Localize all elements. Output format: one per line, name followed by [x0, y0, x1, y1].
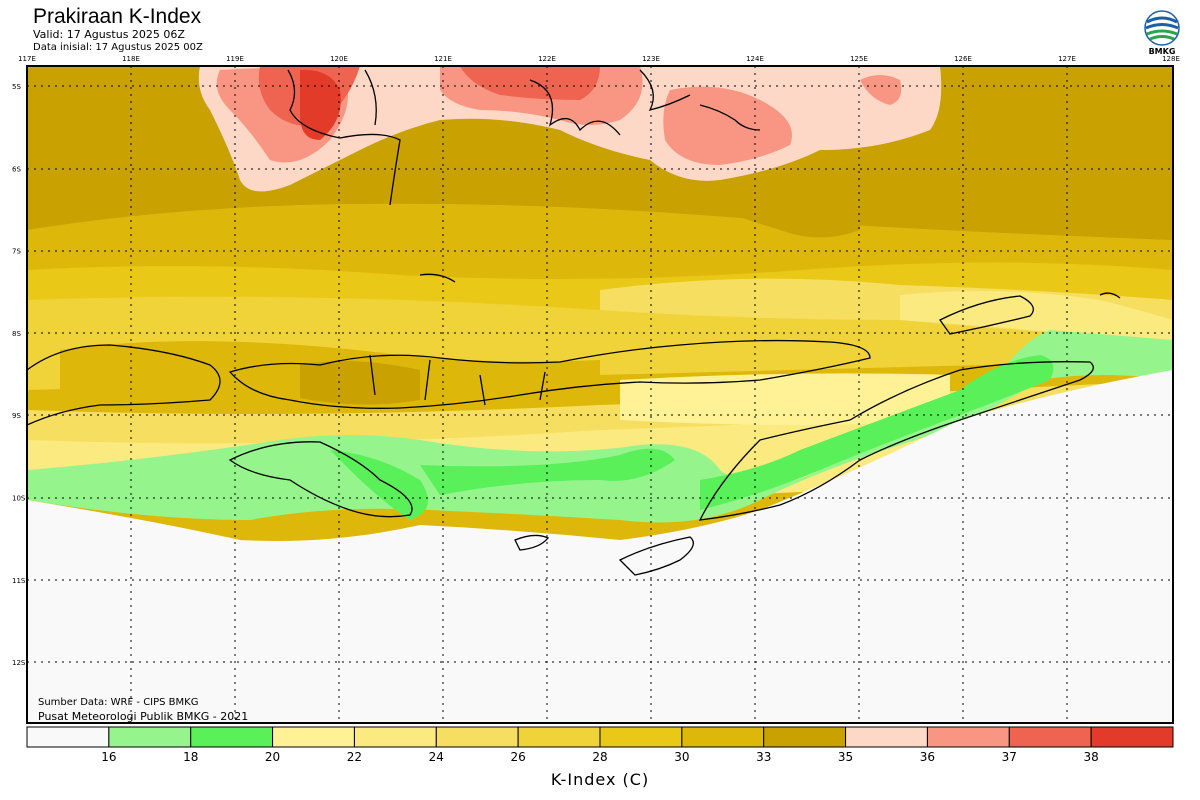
latitude-label: 7S [12, 248, 21, 256]
latitude-labels: 5S 6S 7S 8S 9S 10S 11S 12S [12, 83, 26, 667]
colorbar-swatch [26, 726, 110, 748]
latitude-label: 5S [12, 83, 21, 91]
coastlines [27, 69, 1121, 576]
colorbar-tick-label: 28 [592, 750, 607, 764]
longitude-label: 125E [850, 55, 868, 63]
latitude-label: 8S [12, 330, 21, 338]
colorbar-swatch [190, 726, 274, 748]
colorbar-tick-label: 30 [674, 750, 689, 764]
colorbar-tick-label: 38 [1084, 750, 1099, 764]
longitude-label: 123E [642, 55, 660, 63]
colorbar [26, 726, 1174, 748]
colorbar-swatch [435, 726, 519, 748]
colorbar-label: K-Index (C) [550, 770, 650, 789]
colorbar-swatch [272, 726, 355, 748]
latitude-label: 11S [12, 577, 26, 585]
colorbar-tick-label: 35 [838, 750, 853, 764]
longitude-label: 118E [122, 55, 140, 63]
latitude-label: 6S [12, 165, 21, 173]
bmkg-logo-text: BMKG [1148, 47, 1176, 56]
longitude-label: 128E [1162, 55, 1180, 63]
colorbar-swatch [1090, 726, 1174, 748]
longitude-label: 119E [226, 55, 244, 63]
colorbar-swatch [353, 726, 437, 748]
longitude-label: 124E [746, 55, 764, 63]
map-frame [26, 65, 1174, 724]
bmkg-logo: BMKG [1141, 8, 1183, 58]
longitude-label: 122E [538, 55, 556, 63]
longitude-label: 120E [330, 55, 348, 63]
initial-time: Data inisial: 17 Agustus 2025 00Z [33, 42, 203, 53]
colorbar-swatch [681, 726, 765, 748]
k-index-field [27, 66, 1173, 723]
latitude-label: 12S [12, 659, 26, 667]
colorbar-swatch [763, 726, 847, 748]
valid-time: Valid: 17 Agustus 2025 06Z [33, 28, 185, 41]
data-center: Pusat Meteorologi Publik BMKG - 2021 [38, 710, 249, 723]
longitude-label: 126E [954, 55, 972, 63]
colorbar-tick-label: 26 [511, 750, 526, 764]
colorbar-tick-label: 24 [429, 750, 444, 764]
colorbar-tick-label: 33 [756, 750, 771, 764]
colorbar-tick-label: 37 [1002, 750, 1017, 764]
longitude-label: 127E [1058, 55, 1076, 63]
colorbar-swatch [926, 726, 1010, 748]
colorbar-swatch [845, 726, 928, 748]
colorbar-swatch [517, 726, 601, 748]
bmkg-logo-icon [1144, 10, 1180, 46]
latitude-label: 10S [12, 495, 26, 503]
colorbar-tick-label: 18 [183, 750, 198, 764]
colorbar-tick-label: 16 [101, 750, 116, 764]
page-title: Prakiraan K-Index [33, 5, 202, 28]
longitude-labels: 117E 118E 119E 120E 121E 122E 123E 124E 125E 126E… [18, 55, 1180, 63]
data-source: Sumber Data: WRF - CIPS BMKG [38, 697, 199, 708]
colorbar-swatch [1008, 726, 1092, 748]
colorbar-tick-label: 36 [920, 750, 935, 764]
colorbar-tick-labels: 16 18 20 22 24 26 28 30 33 35 36 37 38 [101, 750, 1099, 764]
colorbar-tick-label: 22 [347, 750, 362, 764]
latitude-label: 9S [12, 412, 21, 420]
colorbar-swatch [108, 726, 192, 748]
longitude-label: 121E [434, 55, 452, 63]
colorbar-swatch [599, 726, 683, 748]
longitude-label: 117E [18, 55, 36, 63]
colorbar-tick-label: 20 [265, 750, 280, 764]
